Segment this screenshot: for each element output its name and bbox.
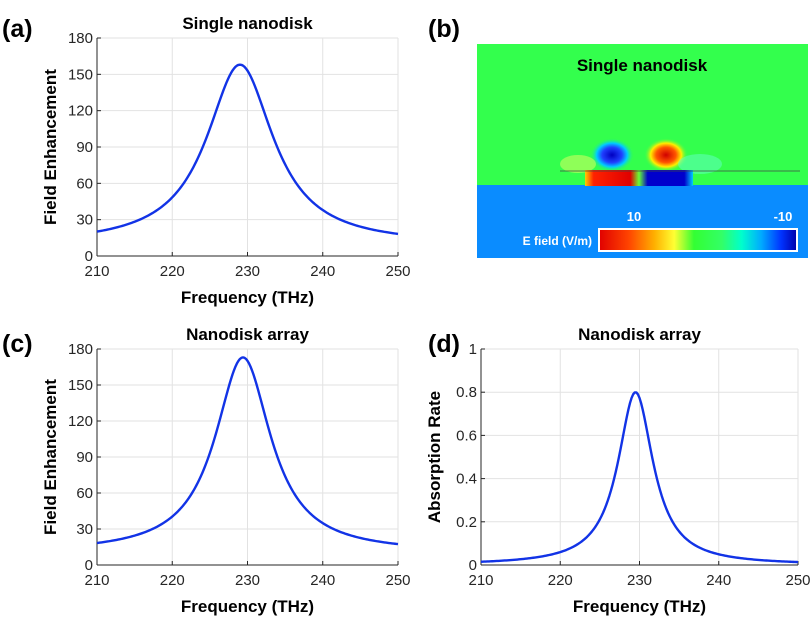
y-tick-label: 120 (68, 103, 93, 120)
series-line (96, 356, 399, 546)
x-tick-label: 220 (160, 263, 185, 280)
field-lobe-negative (590, 138, 634, 172)
y-tick-label: 0.2 (456, 514, 477, 531)
panel-label-c: (c) (2, 330, 33, 358)
y-axis-label: Field Enhancement (41, 69, 60, 225)
y-tick-label: 60 (76, 485, 93, 502)
y-tick-label: 180 (68, 341, 93, 358)
chart-title: Nanodisk array (578, 325, 701, 344)
field-halo-right (678, 154, 722, 174)
y-tick-label: 60 (76, 175, 93, 192)
y-tick-label: 90 (76, 139, 93, 156)
x-tick-label: 250 (385, 572, 410, 589)
x-axis-label: Frequency (THz) (181, 597, 314, 616)
field-lobe-positive (644, 138, 688, 172)
x-tick-label: 230 (235, 263, 260, 280)
x-tick-label: 210 (84, 572, 109, 589)
chart-array-absorption: 210 220 230 240 250 0 0.2 0.4 0.6 0.8 1 Nanodisk ar… (425, 325, 811, 616)
chart-title: Single nanodisk (182, 14, 313, 33)
x-axis-label: Frequency (THz) (573, 597, 706, 616)
colorbar (598, 228, 798, 252)
x-tick-label: 210 (84, 263, 109, 280)
y-tick-label: 30 (76, 521, 93, 538)
panel-label-a: (a) (2, 15, 33, 43)
chart-title: Nanodisk array (186, 325, 309, 344)
y-tick-label: 90 (76, 449, 93, 466)
series-line (480, 391, 799, 564)
x-tick-label: 230 (235, 572, 260, 589)
y-tick-label: 120 (68, 413, 93, 430)
y-axis-label: Field Enhancement (41, 379, 60, 535)
y-tick-label: 0 (85, 557, 93, 574)
y-tick-label: 30 (76, 212, 93, 229)
field-map-title: Single nanodisk (577, 56, 708, 75)
x-tick-label: 240 (706, 572, 731, 589)
x-tick-label: 230 (627, 572, 652, 589)
x-tick-label: 240 (310, 572, 335, 589)
x-tick-label: 210 (468, 572, 493, 589)
panel-label-b: (b) (428, 15, 460, 43)
colorbar-label: E field (V/m) (523, 234, 592, 248)
chart-array-field: 210 220 230 240 250 0 30 60 90 120 150 180 Nanodisk … (41, 325, 411, 616)
y-tick-label: 150 (68, 377, 93, 394)
y-axis-label: Absorption Rate (425, 391, 444, 523)
y-tick-label: 0.6 (456, 427, 477, 444)
x-tick-label: 240 (310, 263, 335, 280)
y-tick-label: 0 (469, 557, 477, 574)
x-tick-label: 250 (385, 263, 410, 280)
y-tick-label: 180 (68, 30, 93, 47)
panel-label-d: (d) (428, 330, 460, 358)
x-tick-label: 220 (548, 572, 573, 589)
y-tick-label: 150 (68, 66, 93, 83)
series-line (96, 63, 399, 236)
field-map: Single nanodisk 10 -10 E field (V/m) (477, 44, 808, 258)
y-tick-label: 1 (469, 341, 477, 358)
x-tick-label: 220 (160, 572, 185, 589)
colorbar-max-label: 10 (627, 209, 641, 224)
nanodisk (585, 170, 693, 186)
x-tick-label: 250 (785, 572, 810, 589)
chart-single-nanodisk-field: 210 220 230 240 250 0 30 60 90 120 150 180 Single na… (41, 14, 411, 307)
y-tick-label: 0.8 (456, 384, 477, 401)
colorbar-min-label: -10 (774, 209, 793, 224)
y-tick-label: 0.4 (456, 471, 477, 488)
x-axis-label: Frequency (THz) (181, 288, 314, 307)
y-tick-label: 0 (85, 248, 93, 265)
field-halo-left (560, 155, 596, 173)
